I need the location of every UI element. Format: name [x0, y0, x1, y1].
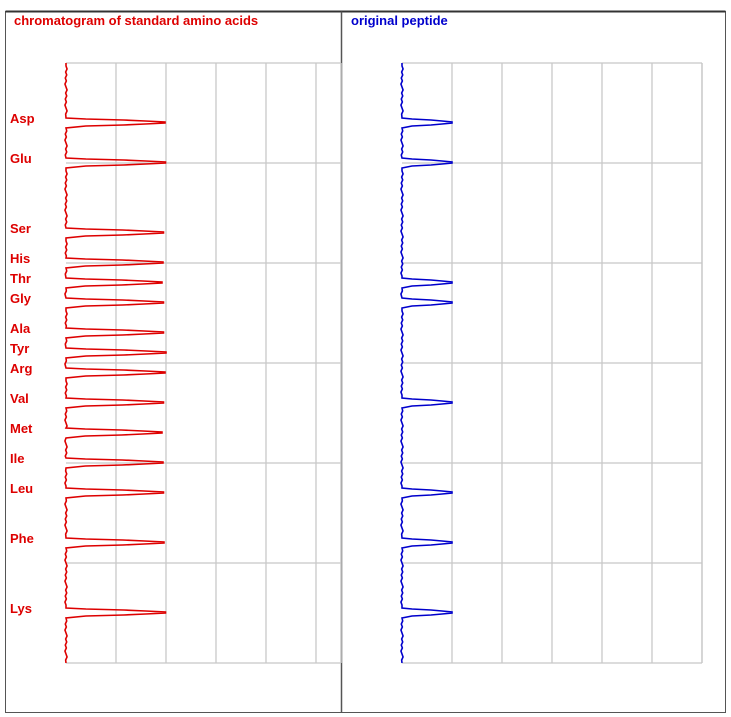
- standard-peak-arg: [66, 368, 165, 378]
- peptide-peak-val: [402, 398, 452, 408]
- peptide-chromatogram-trace: [400, 63, 453, 664]
- amino-acid-label-phe: Phe: [10, 531, 34, 546]
- amino-acid-label-leu: Leu: [10, 481, 34, 496]
- peptide-peak-thr: [402, 278, 452, 288]
- amino-acid-label-lys: Lys: [10, 601, 32, 616]
- standard-peak-met: [66, 428, 162, 438]
- amino-acid-label-asp: Asp: [10, 111, 35, 126]
- amino-acid-label-thr: Thr: [10, 271, 31, 286]
- standard-peak-ile: [66, 458, 163, 468]
- standard-peak-tyr: [66, 348, 166, 358]
- standard-peak-val: [66, 398, 164, 408]
- peptide-peak-asp: [402, 118, 452, 128]
- amino-acid-label-his: His: [10, 251, 31, 266]
- amino-acid-label-ser: Ser: [10, 221, 31, 236]
- standard-peak-ser: [66, 228, 164, 238]
- standard-peak-glu: [66, 158, 166, 168]
- standard-peak-gly: [66, 298, 164, 308]
- standard-peak-phe: [66, 538, 164, 548]
- standard-peak-thr: [66, 278, 162, 288]
- amino-acid-label-ala: Ala: [10, 321, 31, 336]
- amino-acid-label-ile: Ile: [10, 451, 25, 466]
- standard-chromatogram-trace: [64, 63, 167, 664]
- amino-acid-label-glu: Glu: [10, 151, 32, 166]
- amino-acid-label-tyr: Tyr: [10, 341, 30, 356]
- amino-acid-label-arg: Arg: [10, 361, 33, 376]
- peptide-peak-phe: [402, 538, 452, 548]
- standard-peak-lys: [66, 608, 166, 618]
- peptide-peak-glu: [402, 158, 452, 168]
- standard-peak-leu: [66, 488, 164, 498]
- amino-acid-label-met: Met: [10, 421, 33, 436]
- standard-peak-ala: [66, 328, 164, 338]
- amino-acid-label-val: Val: [10, 391, 29, 406]
- peptide-peak-leu: [402, 488, 452, 498]
- left-panel-title: chromatogram of standard amino acids: [14, 13, 259, 28]
- amino-acid-label-gly: Gly: [10, 291, 31, 306]
- standard-peak-asp: [66, 118, 165, 128]
- peptide-peak-lys: [402, 608, 452, 618]
- standard-peak-his: [66, 258, 163, 268]
- peptide-peak-gly: [402, 298, 452, 308]
- right-panel-title: original peptide: [351, 13, 448, 28]
